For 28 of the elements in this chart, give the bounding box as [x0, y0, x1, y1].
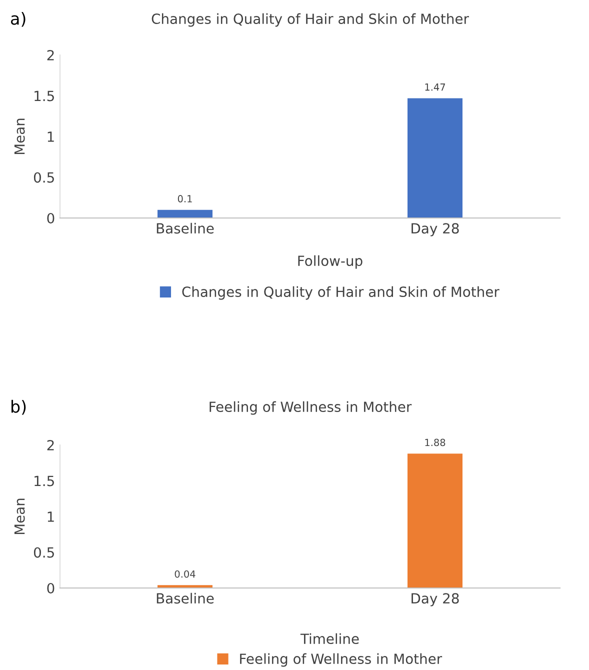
data-label: 0.04 — [174, 570, 196, 578]
x-tick-label: Baseline — [156, 222, 214, 234]
x-axis-title: Follow-up — [298, 255, 362, 269]
x-tick-label: Day 28 — [412, 223, 459, 236]
y-tick-label: 1 — [48, 512, 54, 522]
x-tick-label: Baseline — [156, 592, 214, 604]
chart-title: Feeling of Wellness in Mother — [210, 401, 412, 415]
y-tick-label: 2 — [47, 50, 54, 60]
y-tick-label: 0.5 — [34, 547, 54, 558]
data-label: 1.88 — [425, 438, 446, 446]
text: a) — [11, 12, 26, 27]
y-tick-label: 1.5 — [34, 90, 54, 102]
x-axis-title: Timeline — [300, 633, 359, 644]
y-tick-label: 0 — [47, 212, 54, 224]
y-tick-label: 0.5 — [34, 172, 54, 183]
legend-label: Changes in Quality of Hair and Skin of Mother — [182, 286, 500, 300]
y-tick-label: 0 — [47, 582, 54, 594]
legend-label: Feeling of Wellness in Mother — [240, 653, 442, 667]
data-label: 1.47 — [425, 84, 445, 91]
y-axis-title: Mean — [14, 498, 25, 534]
y-tick-label: 1 — [48, 132, 54, 142]
chart-title: Changes in Quality of Hair and Skin of Mother — [152, 13, 469, 27]
text: b) — [12, 400, 26, 415]
y-axis-title: Mean — [14, 118, 25, 154]
data-label: 0.1 — [178, 195, 192, 202]
y-tick-label: 2 — [47, 440, 54, 450]
y-tick-label: 1.5 — [34, 476, 54, 486]
x-tick-label: Day 28 — [412, 593, 459, 606]
